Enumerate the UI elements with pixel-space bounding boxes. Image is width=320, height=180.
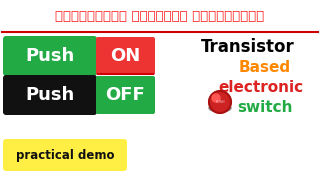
Text: Based: Based xyxy=(239,60,291,75)
Text: PUSH: PUSH xyxy=(215,100,225,104)
Text: switch: switch xyxy=(237,100,293,114)
Text: Push: Push xyxy=(25,47,75,65)
Text: OFF: OFF xyxy=(105,86,145,104)
Circle shape xyxy=(212,94,220,102)
Text: ON: ON xyxy=(110,47,140,65)
Text: electronic: electronic xyxy=(219,80,304,94)
FancyBboxPatch shape xyxy=(3,36,97,76)
Text: practical demo: practical demo xyxy=(16,148,114,161)
FancyBboxPatch shape xyxy=(96,37,155,75)
Text: Transistor: Transistor xyxy=(201,38,295,56)
Text: Push: Push xyxy=(25,86,75,104)
FancyBboxPatch shape xyxy=(3,139,127,171)
Text: நீங்களும் சர்விஸ் செய்யலாம்: நீங்களும் சர்விஸ் செய்யலாம் xyxy=(55,10,265,24)
Circle shape xyxy=(209,91,231,113)
Ellipse shape xyxy=(209,104,231,112)
FancyBboxPatch shape xyxy=(96,76,155,114)
FancyBboxPatch shape xyxy=(3,75,97,115)
